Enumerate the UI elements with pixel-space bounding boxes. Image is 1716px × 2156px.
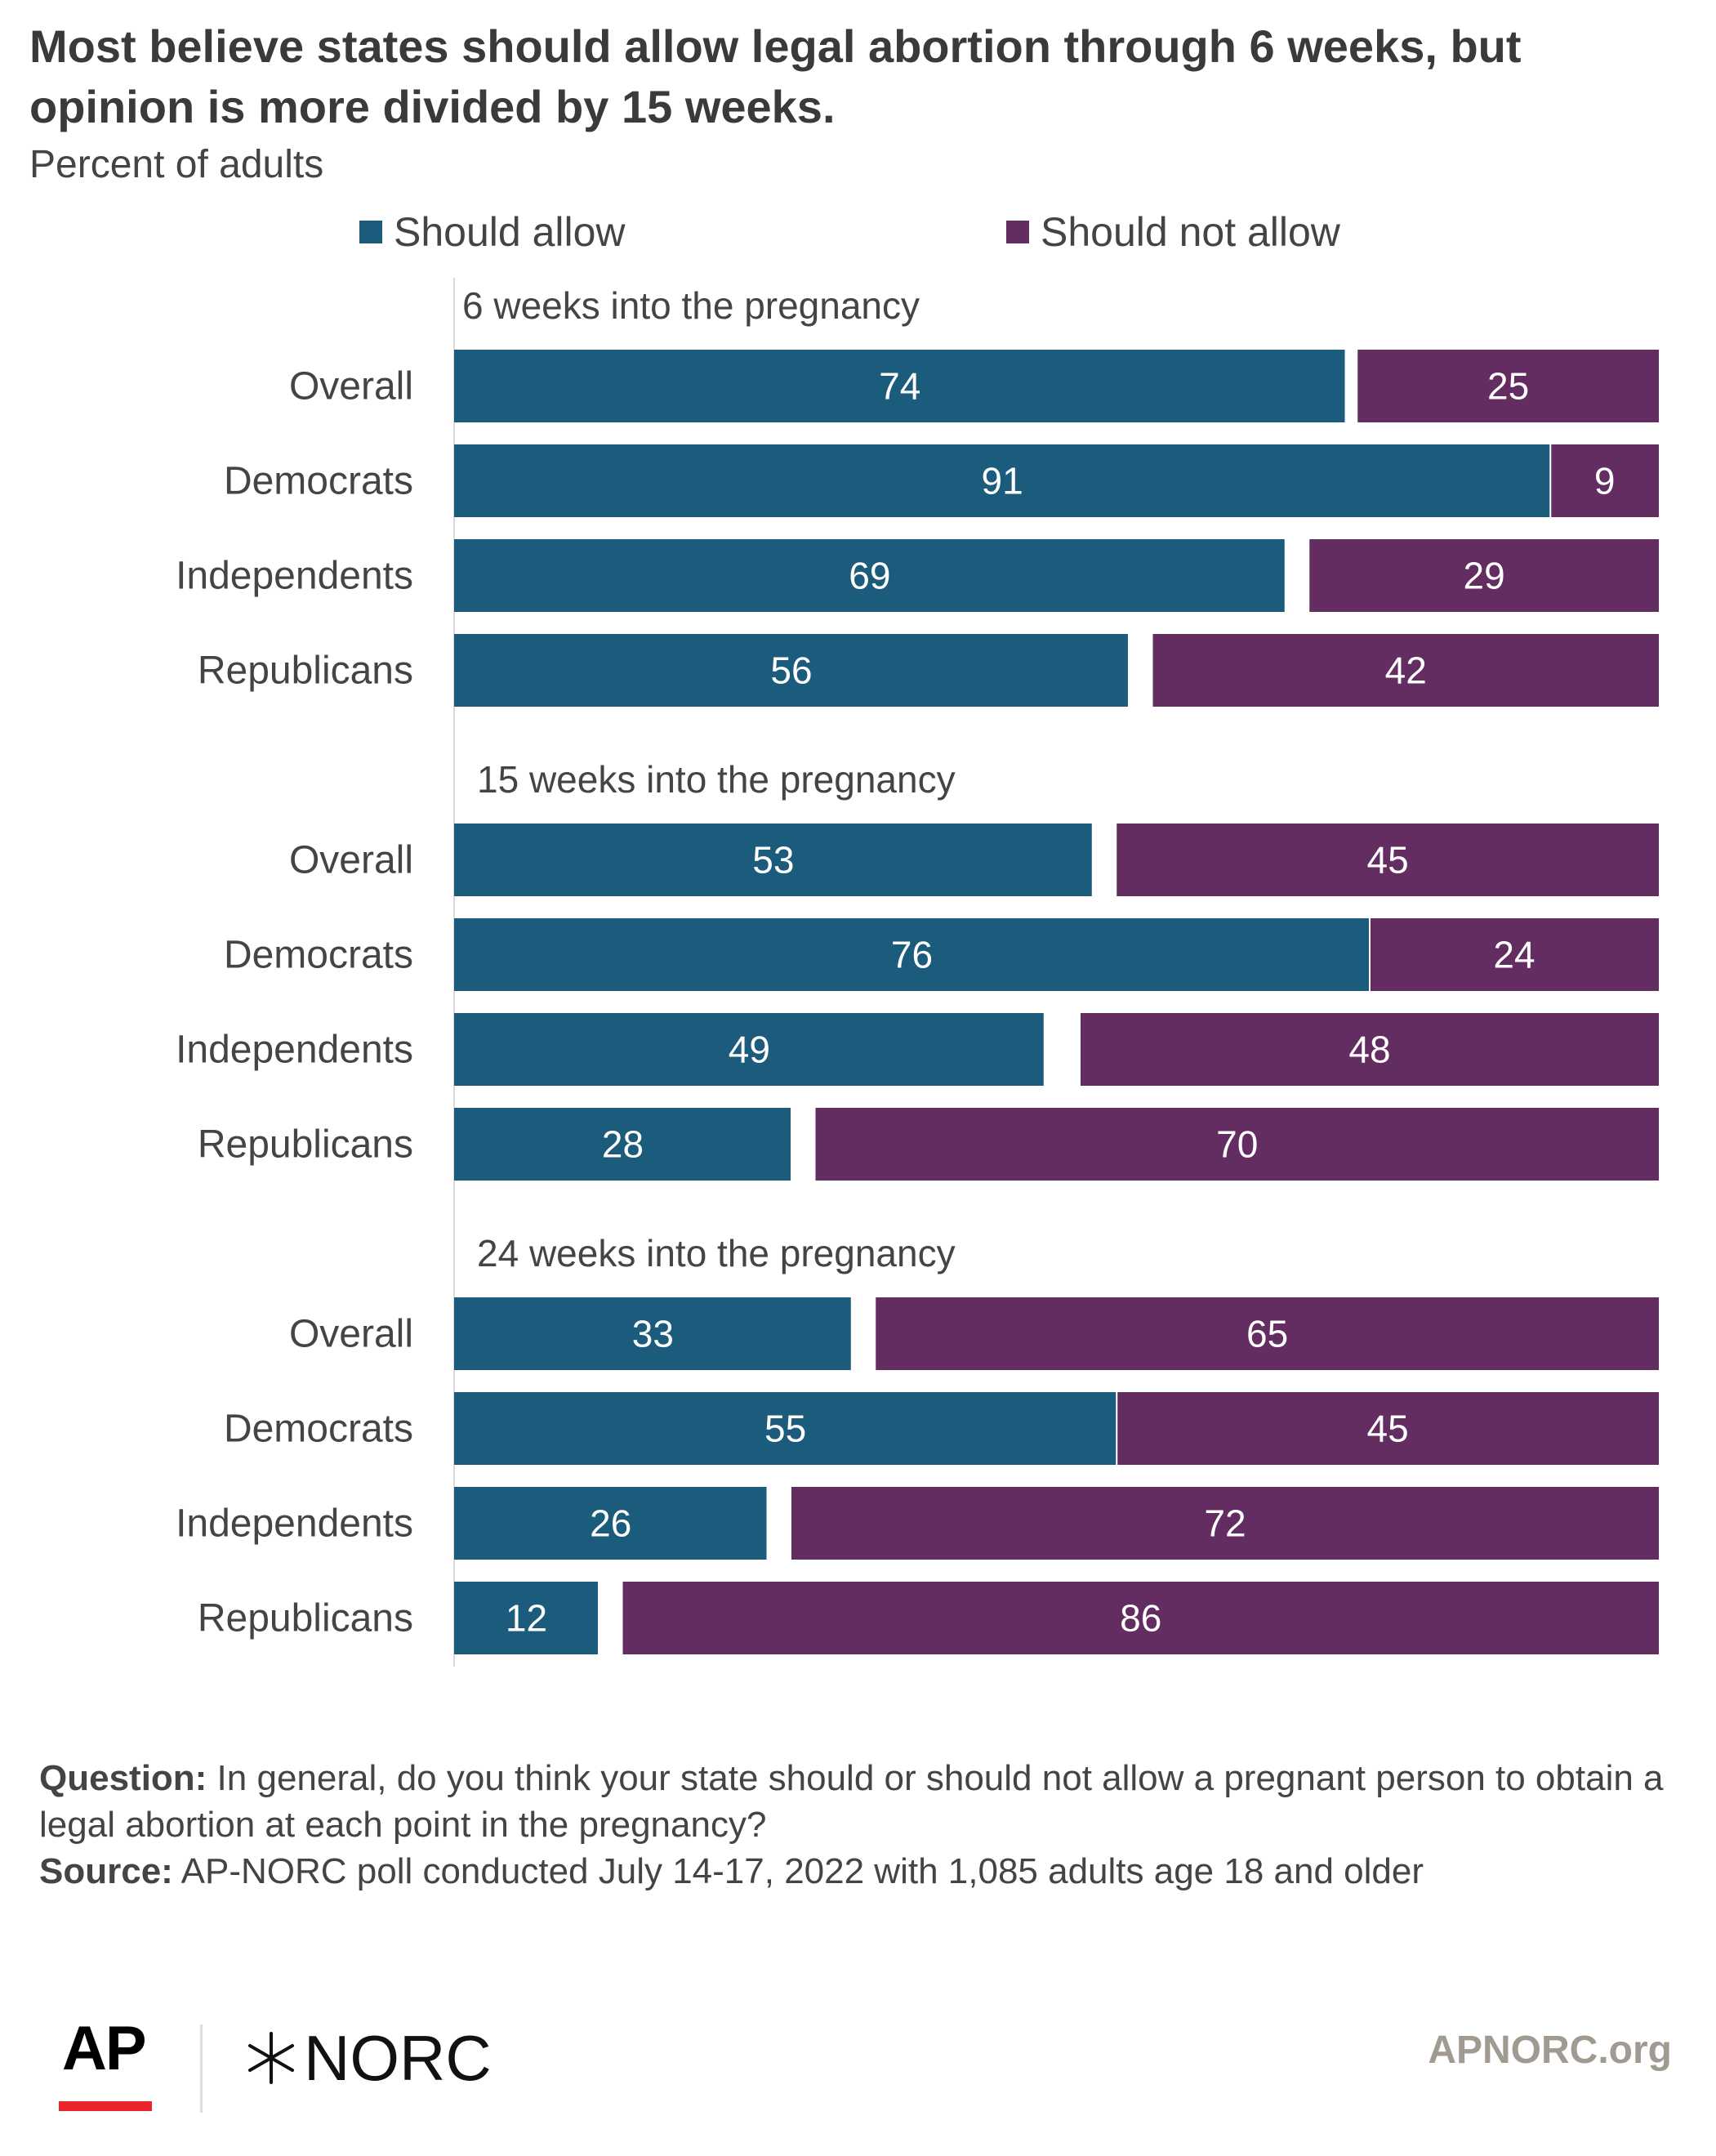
category-label: Independents <box>176 1029 413 1072</box>
group-label: 15 weeks into the pregnancy <box>477 758 956 801</box>
bar-should-allow <box>454 350 1346 422</box>
bar-should-not-allow <box>622 1582 1659 1654</box>
bar-should-allow <box>454 824 1093 896</box>
bar-should-not-allow <box>815 1108 1659 1181</box>
source-text: AP-NORC poll conducted July 14-17, 2022 … <box>172 1851 1424 1891</box>
question-label: Question: <box>39 1758 207 1798</box>
norc-logo: NORC <box>242 2026 492 2090</box>
data-label-should-allow: 76 <box>891 934 933 976</box>
data-label-should-not-allow: 45 <box>1367 839 1409 882</box>
ap-logo-bar <box>59 2101 152 2111</box>
group-label: 24 weeks into the pregnancy <box>477 1232 956 1274</box>
legend-swatch-allow <box>359 221 382 243</box>
chart-subtitle: Percent of adults <box>29 143 324 186</box>
logo-divider <box>200 2024 203 2113</box>
category-label: Republicans <box>198 649 413 693</box>
category-label: Republicans <box>198 1123 413 1167</box>
legend-item-not-allow: Should not allow <box>1006 208 1340 256</box>
question-text: In general, do you think your state shou… <box>39 1758 1664 1845</box>
bar-should-allow <box>454 1392 1117 1465</box>
bar-should-not-allow <box>876 1297 1659 1370</box>
category-label: Democrats <box>224 934 413 977</box>
bar-should-not-allow <box>1550 444 1659 517</box>
data-label-should-allow: 28 <box>602 1123 644 1166</box>
legend-swatch-not-allow <box>1006 221 1029 243</box>
category-label: Republicans <box>198 1597 413 1640</box>
norc-logo-text: NORC <box>304 2022 492 2094</box>
bar-should-not-allow <box>1152 634 1659 707</box>
legend-label-allow: Should allow <box>394 209 626 255</box>
data-label-should-not-allow: 24 <box>1493 934 1535 976</box>
data-label-should-not-allow: 86 <box>1120 1597 1161 1640</box>
bar-should-allow <box>454 1582 599 1654</box>
legend-label-not-allow: Should not allow <box>1041 209 1340 255</box>
bar-should-not-allow <box>791 1487 1659 1560</box>
bar-should-allow <box>454 1013 1045 1086</box>
legend-item-allow: Should allow <box>359 208 626 256</box>
bar-should-allow <box>454 444 1551 517</box>
data-label-should-allow: 74 <box>879 365 920 408</box>
data-label-should-allow: 91 <box>982 460 1023 502</box>
data-label-should-allow: 53 <box>752 839 794 882</box>
legend: Should allow Should not allow <box>0 208 1716 261</box>
data-label-should-not-allow: 45 <box>1367 1408 1409 1450</box>
footnote: Question: In general, do you think your … <box>39 1755 1681 1895</box>
source-label: Source: <box>39 1851 173 1891</box>
category-label: Overall <box>289 365 413 408</box>
category-label: Democrats <box>224 460 413 503</box>
category-label: Independents <box>176 1502 413 1546</box>
data-label-should-allow: 26 <box>590 1502 631 1545</box>
data-label-should-allow: 12 <box>506 1597 547 1640</box>
bar-should-not-allow <box>1117 1392 1659 1465</box>
data-label-should-not-allow: 25 <box>1487 365 1529 408</box>
bar-should-not-allow <box>1357 350 1659 422</box>
ap-logo: AP <box>62 2014 147 2083</box>
bar-should-allow <box>454 1297 852 1370</box>
site-url: APNORC.org <box>1428 2029 1672 2072</box>
data-label-should-allow: 56 <box>770 649 812 692</box>
bar-should-not-allow <box>1309 539 1659 612</box>
category-label: Overall <box>289 1313 413 1356</box>
chart-title: Most believe states should allow legal a… <box>29 20 1522 132</box>
data-label-should-allow: 55 <box>764 1408 806 1450</box>
data-label-should-not-allow: 70 <box>1216 1123 1258 1166</box>
data-label-should-not-allow: 42 <box>1385 649 1427 692</box>
data-label-should-allow: 49 <box>729 1029 770 1071</box>
data-label-should-not-allow: 72 <box>1204 1502 1246 1545</box>
data-label-should-not-allow: 29 <box>1464 555 1505 597</box>
bar-should-not-allow <box>1117 824 1659 896</box>
data-label-should-not-allow: 65 <box>1246 1313 1288 1355</box>
data-label-should-not-allow: 9 <box>1594 460 1616 502</box>
group-label: 6 weeks into the pregnancy <box>462 284 920 327</box>
category-label: Overall <box>289 839 413 882</box>
question-note: Question: In general, do you think your … <box>39 1755 1681 1848</box>
stacked-bar-chart: 6 weeks into the pregnancy Overall 74 25 Dem… <box>176 278 1659 1667</box>
source-note: Source: AP-NORC poll conducted July 14-1… <box>39 1848 1681 1895</box>
bar-should-not-allow <box>1081 1013 1659 1086</box>
data-label-should-allow: 33 <box>632 1313 674 1355</box>
bar-should-allow <box>454 634 1129 707</box>
bar-should-allow <box>454 918 1370 991</box>
bar-should-allow <box>454 1108 791 1181</box>
bar-should-allow <box>454 1487 768 1560</box>
category-label: Democrats <box>224 1408 413 1451</box>
bar-should-allow <box>454 539 1286 612</box>
category-label: Independents <box>176 555 413 598</box>
bar-should-not-allow <box>1370 918 1659 991</box>
data-label-should-not-allow: 48 <box>1348 1029 1390 1071</box>
data-label-should-allow: 69 <box>849 555 890 597</box>
norc-star-icon <box>248 2032 294 2084</box>
